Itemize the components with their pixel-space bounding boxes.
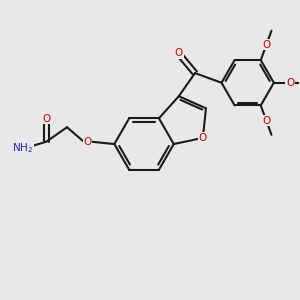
Text: O: O bbox=[175, 48, 183, 58]
Text: O: O bbox=[42, 113, 50, 124]
Text: NH$_2$: NH$_2$ bbox=[12, 141, 33, 155]
Text: O: O bbox=[262, 116, 271, 126]
Text: O: O bbox=[84, 137, 92, 147]
Text: O: O bbox=[199, 133, 207, 143]
Text: O: O bbox=[262, 40, 271, 50]
Text: O: O bbox=[286, 78, 294, 88]
